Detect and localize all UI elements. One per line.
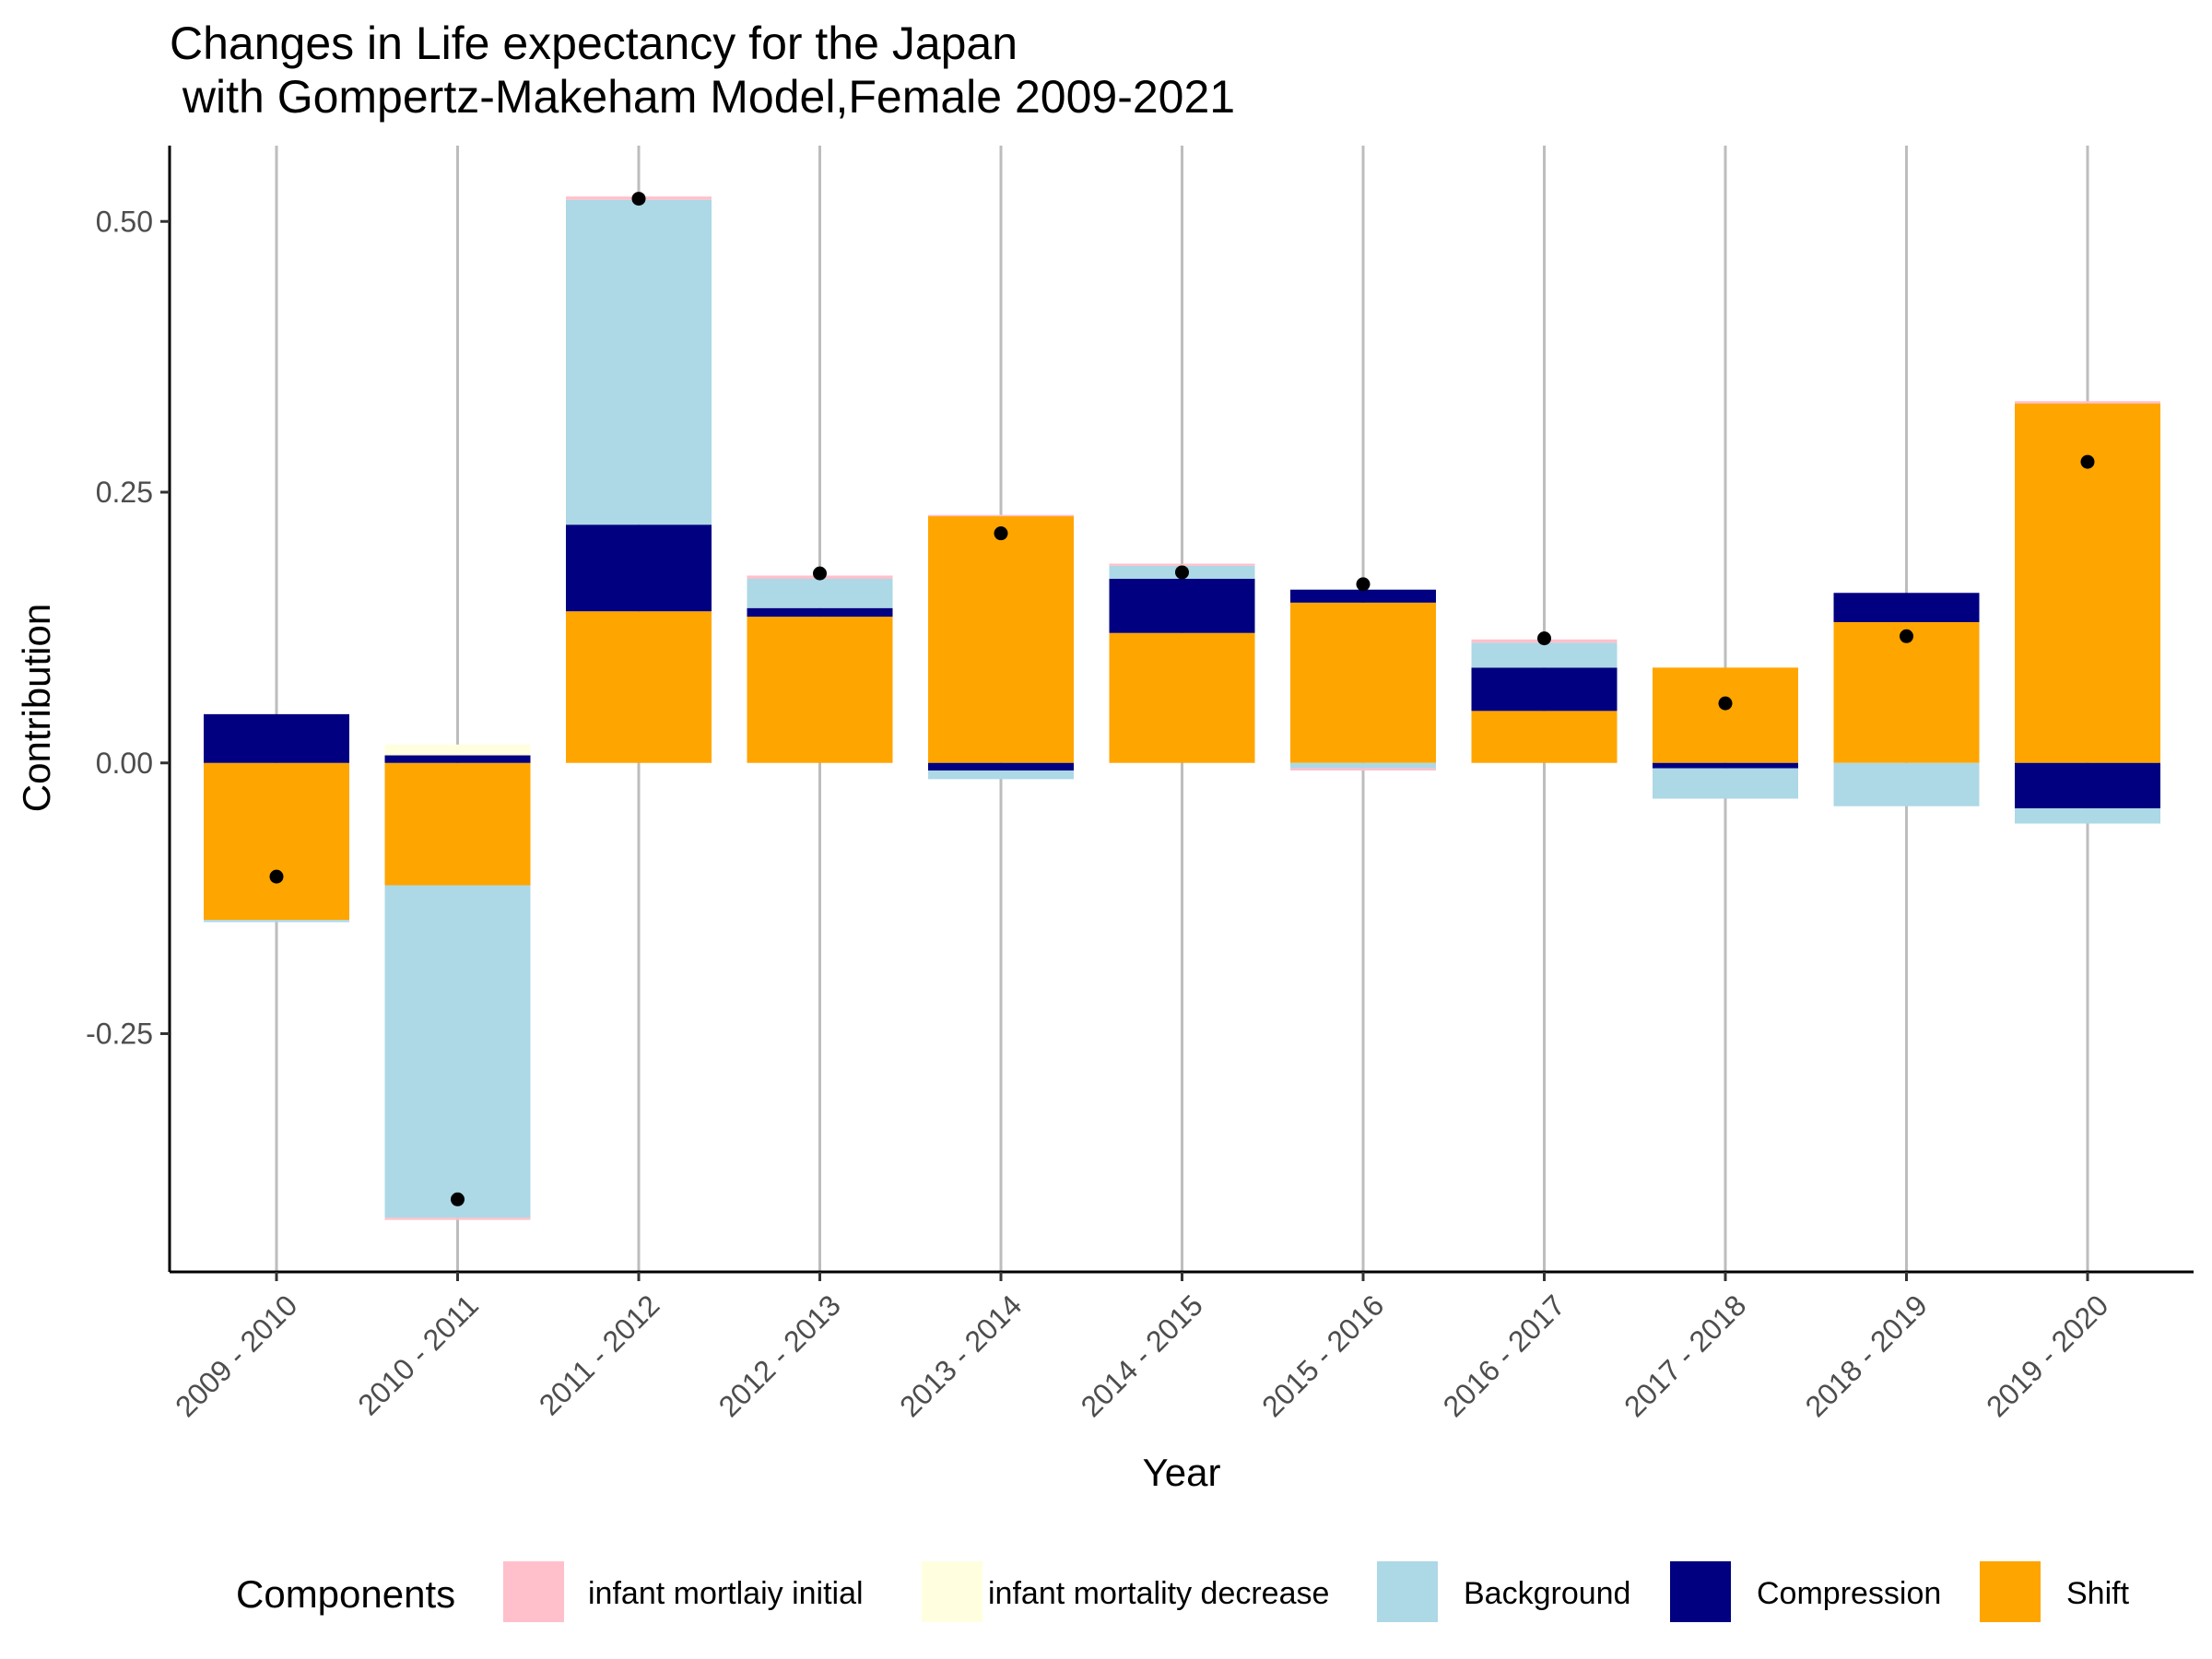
legend-label-background: Background [1464,1576,1630,1611]
total-point-4 [994,526,1008,541]
legend-label-compression: Compression [1757,1576,1941,1611]
y-tick-label-0: -0.25 [86,1018,153,1051]
y-tick-label-3: 0.50 [96,205,153,238]
legend-key-compression [1670,1561,1731,1622]
bar-shift-9 [1833,622,1980,763]
total-point-3 [813,566,827,581]
x-axis-title: Year [1143,1451,1221,1494]
x-tick-label-3: 2012 - 2013 [712,1288,847,1423]
y-tick-label-2: 0.25 [96,476,153,509]
bar-compression-8 [1653,762,1798,769]
bar-shift-4 [928,515,1074,763]
bar-background-8 [1653,768,1798,799]
total-point-6 [1356,577,1371,592]
bar-background-2 [566,199,712,525]
bar-compression-9 [1833,593,1980,622]
legend-label-infant-mortlaiy-initial: infant mortlaiy initial [588,1576,864,1611]
legend-title: Components [236,1572,455,1616]
bar-compression-10 [2015,762,2160,809]
bar-compression-0 [204,713,349,763]
x-tick-label-1: 2010 - 2011 [351,1288,485,1422]
y-tick-label-1: 0.00 [96,747,153,780]
bar-shift-7 [1471,711,1618,763]
bar-background-1 [384,885,531,1218]
bar-shift-0 [204,762,349,921]
total-point-0 [269,869,284,884]
bar-background-10 [2015,808,2160,824]
bar-shift-8 [1653,667,1798,763]
total-point-7 [1537,631,1551,646]
bar-background-4 [928,770,1074,780]
bar-infant-mortlaiy-initial-1 [384,1218,531,1220]
legend-label-infant-mortality-decrease: infant mortality decrease [988,1576,1329,1611]
y-ticks: -0.25 0.00 0.25 0.50 [86,205,170,1051]
bar-infant-mortality-decrease-1 [384,744,531,756]
bar-compression-1 [384,755,531,763]
bar-compression-3 [747,607,893,618]
bar-shift-6 [1290,602,1436,763]
bar-infant-mortlaiy-initial-10 [2015,401,2160,404]
legend-key-infant-mortlaiy-initial [503,1561,564,1622]
x-tick-label-7: 2016 - 2017 [1437,1288,1571,1423]
total-point-2 [631,192,646,206]
bar-shift-1 [384,762,531,886]
bar-shift-3 [747,617,893,763]
x-tick-label-10: 2019 - 2020 [1980,1288,2114,1423]
bar-background-3 [747,579,893,608]
total-points [269,192,2095,1206]
bar-infant-mortlaiy-initial-6 [1290,768,1436,771]
y-axis-title: Contribution [15,604,58,812]
bar-compression-2 [566,524,712,612]
legend-key-shift [1980,1561,2041,1622]
x-tick-label-5: 2014 - 2015 [1075,1288,1209,1423]
bar-compression-6 [1290,589,1436,603]
bar-infant-mortlaiy-initial-5 [1109,563,1255,566]
total-point-9 [1900,629,1913,643]
bar-shift-5 [1109,632,1255,763]
bar-compression-5 [1109,579,1255,633]
x-tick-label-6: 2015 - 2016 [1255,1288,1390,1423]
chart-title-line1: Changes in Life expectancy for the Japan [170,18,1018,69]
bar-compression-4 [928,762,1074,771]
x-tick-label-4: 2013 - 2014 [893,1288,1028,1423]
bar-background-0 [204,920,349,923]
total-point-10 [2080,454,2095,469]
bar-infant-mortlaiy-initial-4 [928,514,1074,517]
x-tick-label-0: 2009 - 2010 [169,1288,303,1423]
bar-compression-7 [1471,667,1618,712]
x-tick-label-9: 2018 - 2019 [1799,1288,1934,1423]
bar-shift-2 [566,611,712,763]
legend: Components infant mortlaiy initial infant… [236,1561,2130,1622]
bar-background-7 [1471,642,1618,668]
total-point-8 [1718,696,1733,711]
total-point-5 [1175,565,1189,580]
total-point-1 [451,1192,465,1206]
legend-label-shift: Shift [2066,1576,2130,1611]
x-ticks: 2009 - 2010 2010 - 2011 2011 - 2012 2012 - … [169,1272,2114,1423]
legend-key-background [1377,1561,1438,1622]
legend-key-infant-mortality-decrease [922,1561,982,1622]
x-tick-label-2: 2011 - 2012 [533,1288,666,1422]
bar-background-6 [1290,762,1436,769]
bar-background-9 [1833,762,1980,806]
x-tick-label-8: 2017 - 2018 [1618,1288,1752,1423]
chart-title-line2: with Gompertz-Makeham Model,Female 2009-… [170,71,1235,123]
